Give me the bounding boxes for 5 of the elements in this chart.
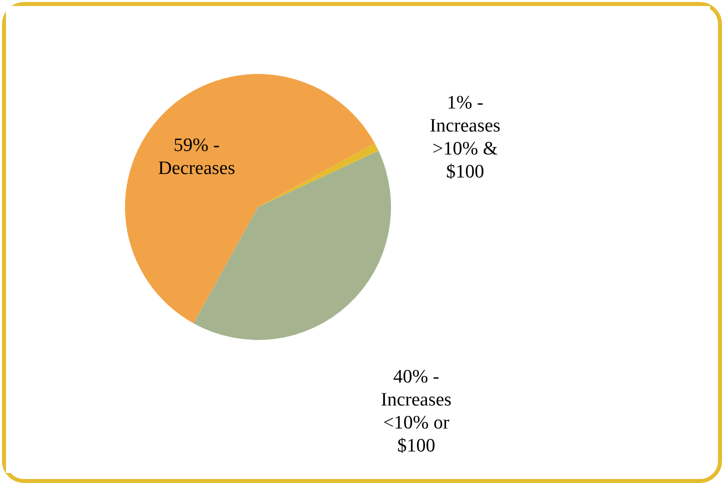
slice-label: 40% - Increases <10% or $100 (380, 366, 452, 457)
pie-slice (125, 74, 375, 324)
pie-slice (258, 143, 379, 207)
slice-label: 59% - Decreases (158, 135, 236, 180)
slice-label: 1% - Increases >10% & $100 (430, 92, 500, 182)
